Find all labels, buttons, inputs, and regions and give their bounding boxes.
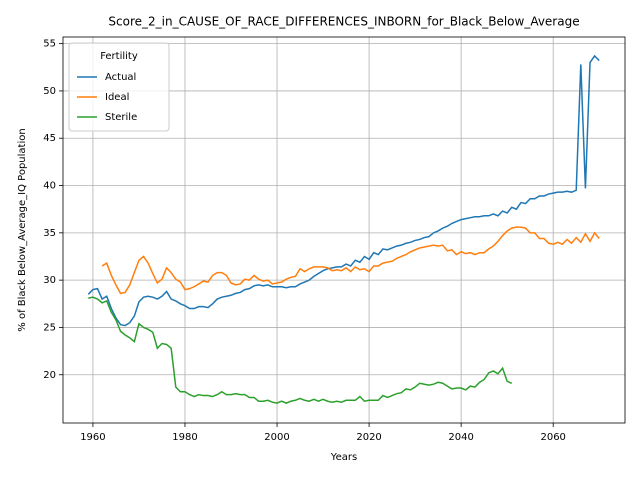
data-line (87, 54, 600, 327)
y-axis-label: % of Black Below_Average_IQ Population (17, 128, 28, 331)
legend-label: Actual (105, 72, 136, 83)
y-tick-label: 20 (43, 370, 56, 381)
x-tick-label: 2060 (540, 432, 565, 443)
y-tick-label: 25 (43, 322, 56, 333)
x-tick-label: 2040 (448, 432, 473, 443)
y-tick-label: 50 (43, 86, 56, 97)
y-tick-label: 30 (43, 275, 56, 286)
y-tick-label: 40 (43, 181, 56, 192)
x-tick-label: 2020 (356, 432, 381, 443)
data-line (101, 226, 600, 295)
x-tick-label: 2000 (264, 432, 289, 443)
legend-label: Sterile (105, 112, 137, 123)
x-axis-label: Years (330, 452, 357, 463)
plot-frame (62, 36, 626, 424)
legend-label: Ideal (105, 92, 129, 103)
legend-box (68, 42, 170, 132)
legend-title: Fertility (100, 51, 138, 62)
legend: Fertility Actual Ideal Sterile (68, 42, 170, 132)
data-line (88, 296, 513, 404)
y-tick-label: 35 (43, 228, 56, 239)
x-tick-label: 1980 (172, 432, 197, 443)
chart-title: Score_2_in_CAUSE_OF_RACE_DIFFERENCES_INB… (108, 15, 579, 29)
x-tick-label: 1960 (80, 432, 105, 443)
y-tick-label: 45 (43, 133, 56, 144)
y-tick-label: 55 (43, 39, 56, 50)
